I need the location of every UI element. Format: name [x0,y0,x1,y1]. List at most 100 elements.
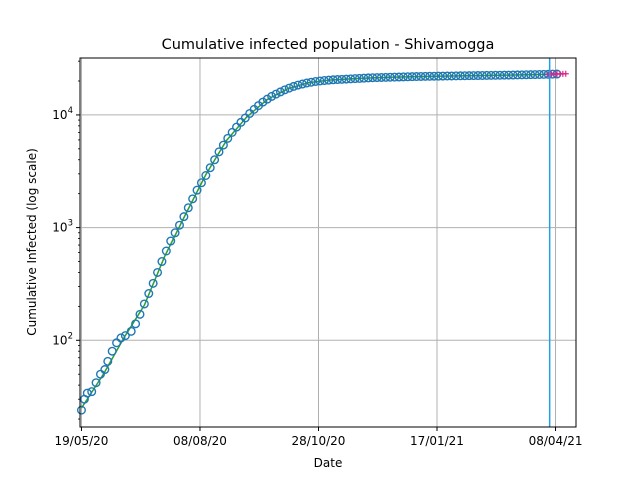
observed-point [201,170,211,180]
line-layer [80,73,559,409]
observed-point [87,387,97,397]
observed-point [368,73,378,83]
observed-point [289,81,299,91]
observed-point [192,185,202,195]
y-tick-label: 104 [52,106,73,122]
plot-frame [79,57,577,428]
fit-line [80,73,559,409]
observed-point [363,73,373,83]
observed-point [469,71,479,81]
observed-point [214,147,224,157]
observed-point [302,78,312,88]
observed-point [341,74,351,84]
observed-point [328,75,338,85]
observed-point [131,319,141,329]
observed-point [112,338,122,348]
observed-point [534,69,544,79]
observed-point [319,76,329,86]
observed-point [126,326,136,336]
observed-point [135,309,145,319]
observed-point [504,70,514,80]
observed-point [346,74,356,84]
observed-point [412,72,422,82]
observed-point [376,72,386,82]
observed-point [91,378,101,388]
y-tick-base: 10 [52,108,67,122]
observed-point [350,74,360,84]
y-axis-label: Cumulative Infected (log scale) [25,148,39,336]
observed-point [438,71,448,81]
observed-point [486,70,496,80]
observed-point [116,333,126,343]
observed-point [451,71,461,81]
y-tick-base: 10 [52,333,67,347]
observed-point [120,331,130,341]
observed-point [495,70,505,80]
x-tick-label: 19/05/20 [55,434,109,448]
observed-point [161,246,171,256]
observed-point [166,236,176,246]
y-tick-exponent: 3 [68,219,73,229]
observed-point [188,194,198,204]
observed-point [236,117,246,127]
observed-point [521,70,531,80]
observed-point [275,87,285,97]
observed-point [337,74,347,84]
observed-point [183,203,193,213]
observed-point [297,79,307,89]
observed-point [267,91,277,101]
chart-title: Cumulative infected population - Shivamo… [162,37,495,53]
observed-point [455,71,465,81]
observed-point [425,71,435,81]
observed-point [210,155,220,165]
observed-point [153,267,163,277]
observed-point [526,70,536,80]
observed-point [144,289,154,299]
observed-point [280,85,290,95]
observed-point [403,72,413,82]
observed-point [530,70,540,80]
observed-point [107,346,117,356]
observed-point [170,228,180,238]
y-tick-label: 102 [52,331,73,347]
observed-point [359,73,369,83]
grid-layer [80,58,576,427]
observed-point [306,77,316,87]
observed-point [416,71,426,81]
observed-point [223,133,233,143]
x-tick-label: 28/10/20 [292,434,346,448]
observed-point [196,178,206,188]
observed-point [442,71,452,81]
observed-point [148,278,158,288]
observed-point [477,70,487,80]
observed-point [499,70,509,80]
observed-point [491,70,501,80]
observed-point [284,83,294,93]
observed-point [512,70,522,80]
observed-point [407,72,417,82]
observed-point [390,72,400,82]
observed-point [447,71,457,81]
observed-point [394,72,404,82]
observed-point [433,71,443,81]
observed-point [517,70,527,80]
observed-point [464,71,474,81]
x-axis-label: Date [314,456,343,470]
observed-point [324,75,334,85]
observed-point [429,71,439,81]
y-tick-exponent: 4 [68,106,73,116]
x-tick-layer: 19/05/20 08/08/20 28/10/20 17/01/21 08/04/21 [55,427,582,448]
observed-point [293,80,303,90]
observed-point [139,299,149,309]
observed-point [460,71,470,81]
observed-point [482,70,492,80]
projection-layer [545,70,569,78]
observed-point [381,72,391,82]
projection-point [562,70,569,77]
observed-point [311,76,321,86]
observed-point [420,71,430,81]
observed-point [508,70,518,80]
